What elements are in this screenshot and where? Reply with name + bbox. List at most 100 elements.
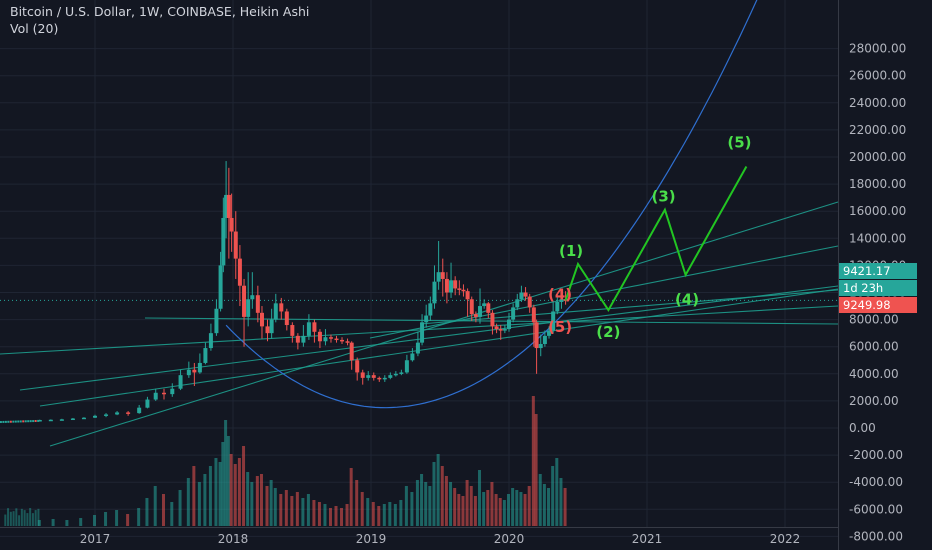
volume-bar [555, 458, 559, 526]
candle-body [269, 319, 274, 334]
x-tick-label: 2017 [80, 532, 111, 546]
volume-bar [23, 510, 26, 526]
candle-body [415, 342, 420, 354]
candle-body [48, 419, 53, 422]
candle-body [360, 372, 365, 378]
x-tick-label: 2022 [770, 532, 801, 546]
candle-body [229, 217, 234, 232]
volume-bar [436, 454, 440, 526]
volume-bar [563, 488, 567, 526]
candle-body [81, 417, 86, 420]
volume-bar [323, 504, 327, 526]
volume-bar [246, 472, 250, 526]
volume-bar [65, 520, 69, 526]
volume-bar [250, 482, 254, 526]
candle-body [104, 414, 109, 416]
candle-body [259, 312, 264, 327]
candle-body [559, 299, 564, 302]
volume-bar [31, 513, 34, 526]
volume-bar [531, 396, 535, 526]
candle-body [473, 314, 478, 317]
volume-bar [551, 466, 555, 526]
volume-bar [137, 508, 141, 526]
volume-bar [115, 510, 119, 526]
volume-bar [273, 488, 277, 526]
volume-bar [37, 520, 41, 526]
candle-body [126, 412, 131, 414]
volume-bar [15, 508, 18, 526]
candle-body [334, 338, 339, 341]
volume-bar [20, 508, 23, 526]
candle-body [555, 301, 560, 312]
candle-body [70, 418, 75, 421]
candle-body [382, 377, 387, 380]
candle-body [214, 308, 219, 334]
volume-bar [279, 494, 283, 526]
volume-bar [453, 488, 457, 526]
wave-label: (2) [596, 323, 620, 341]
volume-bar [559, 478, 563, 526]
wave-label: (3) [651, 188, 675, 206]
candle-body [355, 360, 360, 373]
volume-bar [153, 486, 157, 526]
volume-bar [269, 480, 273, 526]
volume-bar [388, 502, 392, 526]
candle-body [519, 292, 524, 300]
candle-body [290, 325, 295, 336]
volume-bar [355, 480, 359, 526]
candle-body [551, 311, 556, 331]
candle-body [515, 299, 520, 308]
candle-body [465, 291, 470, 300]
volume-bar [547, 488, 551, 526]
volume-bar [515, 490, 519, 526]
candle-body [153, 392, 158, 400]
candle-body [279, 303, 284, 312]
volume-bar [34, 510, 37, 526]
candle-body [59, 419, 64, 421]
volume-bar [469, 486, 473, 526]
wave-label: (4) [548, 285, 572, 303]
y-tick-label: 8000.00 [849, 313, 899, 327]
volume-bar [224, 420, 228, 526]
candle-body [507, 319, 511, 330]
volume-bar [162, 494, 165, 526]
volume-bar [18, 515, 21, 526]
candle-body [469, 299, 474, 315]
volume-bar [538, 474, 542, 526]
candle-body [317, 331, 322, 342]
volume-bar [360, 492, 364, 526]
trend-line [39, 288, 839, 407]
volume-bar [420, 474, 424, 526]
volume-bar [340, 508, 344, 526]
volume-bar [255, 476, 259, 526]
candle-body [490, 312, 495, 327]
volume-bar [214, 458, 218, 526]
wave-label: (4) [675, 291, 699, 309]
candle-body [461, 289, 466, 292]
volume-bar [197, 482, 201, 526]
volume-bar [404, 486, 408, 526]
candle-body [29, 420, 32, 423]
candle-body [449, 280, 454, 293]
volume-bar [317, 502, 321, 526]
volume-bar [145, 498, 149, 526]
candle-body [371, 375, 376, 378]
candle-body [388, 375, 393, 378]
y-tick-label: 26000.00 [849, 69, 906, 83]
candle-body [377, 377, 382, 380]
volume-bar [79, 518, 83, 526]
volume-bar [4, 514, 7, 526]
candle-body [265, 326, 270, 334]
close-price-tag: 9249.98 [839, 297, 917, 313]
candle-body [284, 311, 289, 326]
candle-body [19, 420, 22, 423]
wave-label: (5) [548, 318, 572, 336]
time-axis-panel [0, 527, 838, 550]
candle-body [436, 272, 441, 282]
candle-body [457, 288, 462, 290]
x-tick-label: 2021 [632, 532, 663, 546]
y-tick-label: 18000.00 [849, 177, 906, 191]
candle-body [428, 303, 433, 316]
